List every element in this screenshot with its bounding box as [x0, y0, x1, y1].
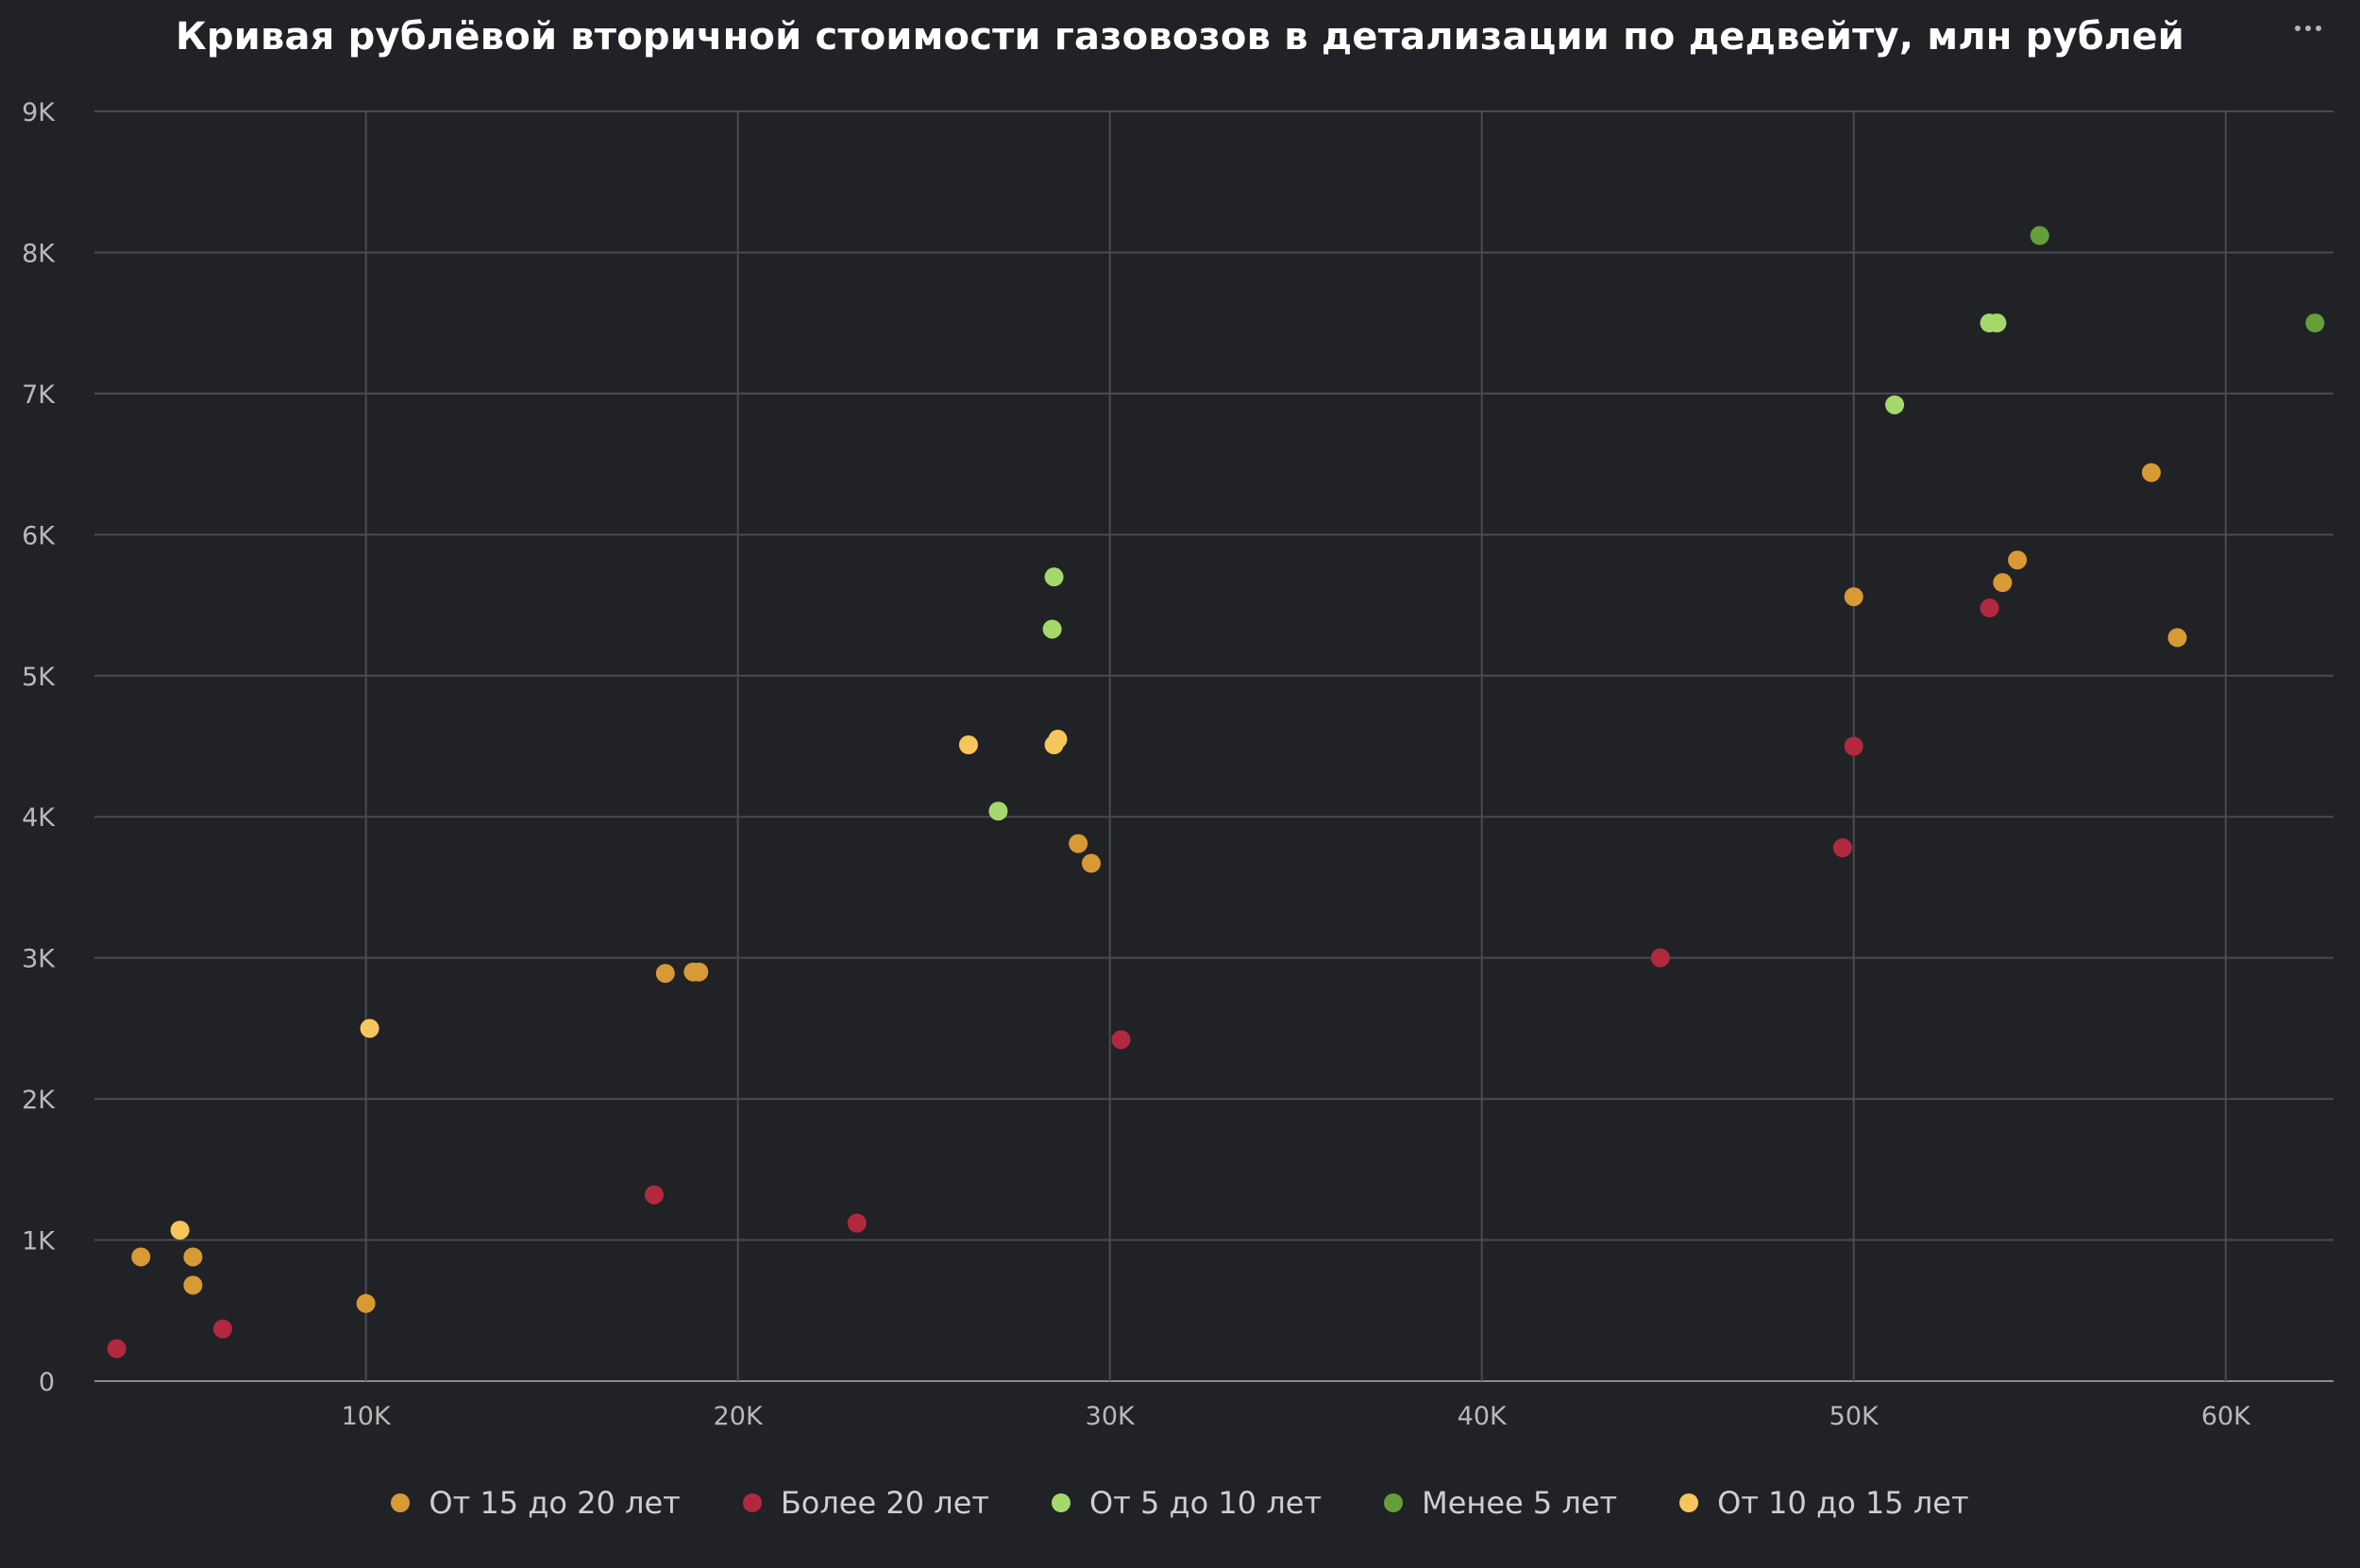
data-point[interactable] [2305, 313, 2325, 333]
data-point[interactable] [212, 1319, 232, 1339]
data-point[interactable] [1081, 853, 1101, 873]
data-point[interactable] [2030, 226, 2049, 245]
x-tick-label: 10K [342, 1402, 392, 1431]
y-tick-label: 1K [22, 1227, 56, 1256]
data-point[interactable] [1044, 567, 1064, 587]
legend-item[interactable]: Более 20 лет [742, 1485, 990, 1521]
data-point[interactable] [1650, 948, 1670, 968]
more-dots-icon [2295, 25, 2301, 31]
data-point[interactable] [2141, 463, 2161, 482]
y-tick-label: 5K [22, 663, 56, 692]
y-tick-label: 9K [22, 98, 56, 127]
y-tick-label: 7K [22, 380, 56, 410]
legend-item[interactable]: Менее 5 лет [1384, 1485, 1617, 1521]
legend-swatch-icon [742, 1493, 762, 1512]
x-tick-label: 60K [2201, 1402, 2251, 1431]
data-point[interactable] [847, 1213, 867, 1233]
legend-swatch-icon [1052, 1493, 1071, 1512]
data-point[interactable] [1987, 313, 2007, 333]
data-point[interactable] [1980, 599, 1999, 618]
y-tick-label: 3K [22, 945, 56, 974]
x-tick-label: 20K [714, 1402, 764, 1431]
data-point[interactable] [958, 735, 978, 755]
legend: От 15 до 20 лет Более 20 лет От 5 до 10 ле… [0, 1480, 2360, 1526]
y-tick-label: 0 [39, 1368, 55, 1397]
legend-item[interactable]: От 10 до 15 лет [1679, 1485, 1969, 1521]
data-point[interactable] [1844, 736, 1863, 756]
legend-swatch-icon [1384, 1493, 1404, 1512]
data-point[interactable] [645, 1185, 664, 1205]
legend-label: Менее 5 лет [1422, 1485, 1618, 1521]
data-point[interactable] [183, 1275, 203, 1295]
y-tick-label: 4K [22, 803, 56, 833]
x-tick-label: 50K [1829, 1402, 1880, 1431]
chart-title: Кривая рублёвой вторичной стоимости газо… [176, 15, 2184, 59]
data-point[interactable] [1993, 573, 2013, 593]
axis-ticks: 0 1K 2K 3K 4K 5K 6K 7K 8K 9K 10K 20K 30K 40K 50K 60K [22, 98, 2251, 1431]
x-tick-label: 30K [1086, 1402, 1136, 1431]
legend-item[interactable]: От 15 до 20 лет [391, 1485, 681, 1521]
data-point[interactable] [356, 1293, 376, 1313]
more-dots-icon [2305, 25, 2311, 31]
data-point[interactable] [655, 964, 675, 984]
data-point[interactable] [1844, 587, 1863, 607]
data-point[interactable] [360, 1019, 379, 1038]
legend-item[interactable]: От 5 до 10 лет [1052, 1485, 1322, 1521]
legend-label: От 5 до 10 лет [1089, 1485, 1323, 1521]
y-tick-label: 2K [22, 1086, 56, 1115]
legend-swatch-icon [391, 1493, 411, 1512]
data-point[interactable] [689, 962, 709, 982]
data-point[interactable] [1042, 619, 1062, 639]
y-tick-label: 8K [22, 239, 56, 268]
more-dots-icon [2316, 25, 2321, 31]
data-point[interactable] [2167, 628, 2187, 648]
y-tick-label: 6K [22, 521, 56, 550]
data-point[interactable] [1832, 838, 1852, 858]
data-point[interactable] [988, 801, 1008, 821]
data-point[interactable] [1111, 1030, 1131, 1050]
data-point[interactable] [1069, 834, 1088, 853]
data-point[interactable] [2008, 550, 2028, 570]
legend-label: Более 20 лет [780, 1485, 990, 1521]
grid [94, 110, 2334, 1382]
data-points [107, 226, 2325, 1358]
x-tick-label: 40K [1458, 1402, 1508, 1431]
data-point[interactable] [170, 1221, 190, 1240]
data-point[interactable] [107, 1339, 126, 1358]
data-point[interactable] [1885, 395, 1905, 414]
legend-swatch-icon [1679, 1493, 1699, 1512]
data-point[interactable] [1048, 730, 1068, 750]
more-options-button[interactable] [2284, 9, 2332, 47]
data-point[interactable] [131, 1247, 151, 1267]
legend-label: От 10 до 15 лет [1717, 1485, 1969, 1521]
data-point[interactable] [183, 1247, 203, 1267]
legend-label: От 15 до 20 лет [429, 1485, 681, 1521]
